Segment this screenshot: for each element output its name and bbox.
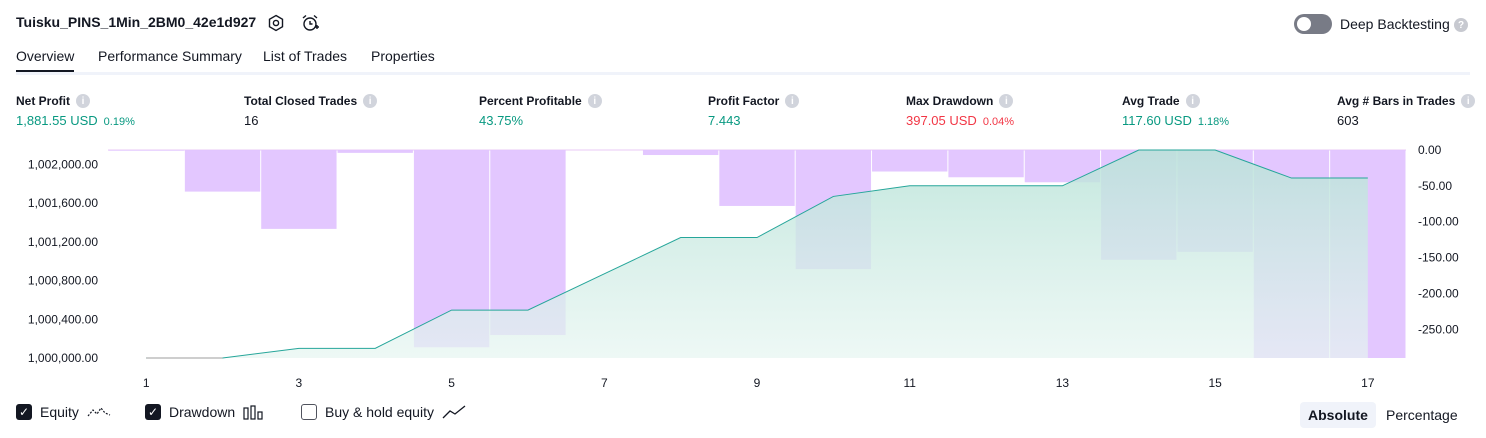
info-icon[interactable]: i [999,94,1014,108]
x-axis-tick: 5 [448,376,455,390]
metric-percent-profitable-value: 43.75% [479,113,524,128]
percentage-button[interactable]: Percentage [1386,407,1458,423]
drawdown-axis-tick: -150.00 [1418,251,1459,265]
x-axis-tick: 1 [143,376,150,390]
info-icon[interactable]: i [587,94,602,108]
metric-max-drawdown-label: Max Drawdown i [906,94,1014,108]
equity-axis-tick: 1,001,600.00 [28,196,98,210]
help-icon[interactable]: ? [1454,18,1468,32]
x-axis-tick: 7 [601,376,608,390]
deep-backtesting-toggle[interactable] [1294,14,1332,34]
drawdown-axis-tick: -200.00 [1418,286,1459,300]
drawdown-axis-tick: 0.00 [1418,143,1442,157]
strategy-title: Tuisku_PINS_1Min_2BM0_42e1d927 [16,14,257,30]
equity-axis-tick: 1,000,000.00 [28,351,98,365]
metric-avg-bars-value: 603 [1337,113,1359,128]
metric-percent-profitable-label: Percent Profitable i [479,94,602,108]
info-icon[interactable]: i [1461,94,1476,108]
tab-overview[interactable]: Overview [16,48,75,73]
metric-max-drawdown-value: 397.05 USD 0.04% [906,113,1015,128]
equity-axis-tick: 1,002,000.00 [28,158,98,172]
tab-divider [16,72,1470,75]
equity-axis-tick: 1,000,400.00 [28,312,98,326]
metric-total-closed-trades-label: Total Closed Trades i [244,94,378,108]
tab-performance-summary[interactable]: Performance Summary [98,48,242,64]
metric-profit-factor-value: 7.443 [708,113,741,128]
info-icon[interactable]: i [785,94,800,108]
drawdown-bar [948,150,1024,178]
drawdown-checkbox[interactable]: ✓ [145,404,161,420]
drawdown-axis-tick: -250.00 [1418,322,1459,336]
drawdown-bar [184,150,261,192]
buy-hold-checkbox[interactable] [301,404,317,420]
info-icon[interactable]: i [363,94,378,108]
x-axis-tick: 9 [754,376,761,390]
drawdown-bar [719,150,795,206]
drawdown-axis-tick: -50.00 [1418,179,1452,193]
equity-axis-tick: 1,001,200.00 [28,235,98,249]
metric-avg-trade-label: Avg Trade i [1122,94,1200,108]
equity-checkbox[interactable]: ✓ [16,404,32,420]
drawdown-bar [108,150,184,151]
metric-avg-bars-label: Avg # Bars in Trades i [1337,94,1476,108]
drawdown-bar [261,150,337,229]
x-axis-tick: 15 [1208,376,1222,390]
metric-net-profit-label: Net Profit i [16,94,90,108]
absolute-button[interactable]: Absolute [1300,402,1376,428]
drawdown-bars-icon [243,405,263,420]
equity-chart[interactable]: 1,000,000.00 1,000,400.00 1,000,800.00 1,00… [0,140,1486,400]
equity-axis-tick: 1,000,800.00 [28,274,98,288]
deep-backtesting-label: Deep Backtesting [1340,16,1450,32]
legend-buy-hold-equity[interactable]: Buy & hold equity [301,404,466,420]
toggle-knob [1297,17,1311,31]
drawdown-bar [337,150,413,153]
drawdown-axis-tick: -100.00 [1418,215,1459,229]
alarm-plus-icon[interactable] [300,13,320,33]
info-icon[interactable]: i [1185,94,1200,108]
drawdown-bar [642,150,719,156]
buy-hold-line-icon [442,405,466,419]
settings-icon[interactable] [266,13,286,33]
x-axis-tick: 17 [1361,376,1375,390]
equity-line-icon [87,406,111,417]
drawdown-bar [872,150,948,172]
metric-net-profit-value: 1,881.55 USD 0.19% [16,113,135,128]
equity-line [146,149,1368,359]
tab-list-of-trades[interactable]: List of Trades [263,48,348,64]
x-axis-tick: 11 [903,376,916,390]
metric-profit-factor-label: Profit Factor i [708,94,800,108]
equity-area [146,150,1368,358]
metric-avg-trade-value: 117.60 USD 1.18% [1122,113,1230,128]
legend-drawdown[interactable]: ✓ Drawdown [145,404,265,420]
info-icon[interactable]: i [76,94,90,108]
legend-equity[interactable]: ✓ Equity [16,404,111,420]
x-axis-tick: 3 [296,376,303,390]
tab-properties[interactable]: Properties [371,48,435,64]
metric-total-closed-trades-value: 16 [244,113,259,128]
x-axis-tick: 13 [1056,376,1070,390]
